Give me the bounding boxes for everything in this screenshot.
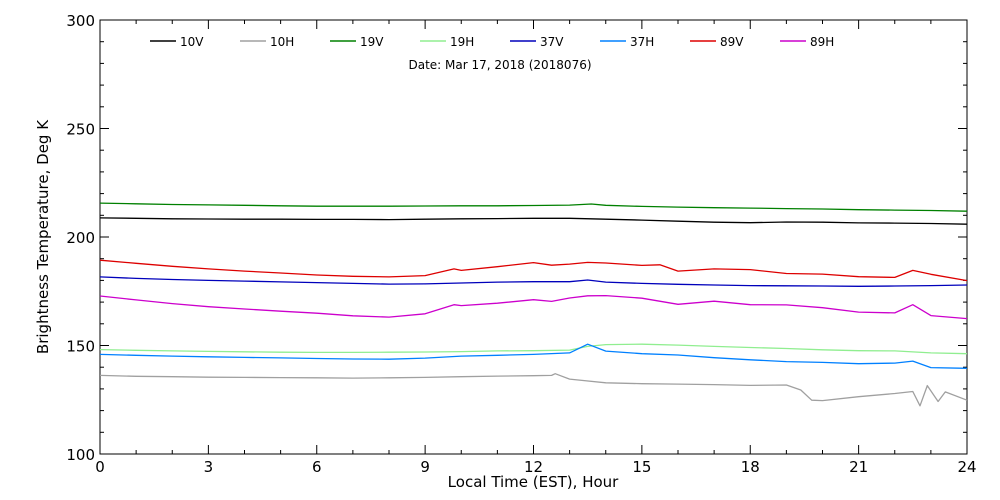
x-tick-label: 0	[95, 458, 105, 476]
series-line-37v	[99, 276, 968, 287]
x-tick-label: 9	[420, 458, 430, 476]
series-line-10v	[99, 217, 968, 225]
series-line-37h	[99, 343, 968, 369]
x-tick-label: 12	[524, 458, 543, 476]
x-tick-label: 21	[849, 458, 868, 476]
legend-label-19h: 19H	[450, 35, 474, 49]
y-tick-label: 300	[66, 12, 95, 30]
legend-label-10v: 10V	[180, 35, 204, 49]
axes: 0 3 6 9 12 15 18 21 24 100 150 200 250 300	[66, 12, 976, 476]
series-line-89h	[99, 294, 968, 320]
date-annotation: Date: Mar 17, 2018 (2018076)	[408, 58, 591, 72]
series-line-19h	[99, 343, 968, 355]
plot-frame	[99, 19, 968, 455]
y-tick-label: 150	[66, 338, 95, 356]
legend: 10V 10H 19V 19H 37V 37H 89V 89H	[150, 35, 834, 49]
x-tick-label: 3	[204, 458, 214, 476]
x-axis-title: Local Time (EST), Hour	[448, 473, 619, 491]
series-line-10h	[99, 373, 968, 407]
legend-label-37h: 37H	[630, 35, 654, 49]
legend-label-89v: 89V	[720, 35, 744, 49]
legend-label-19v: 19V	[360, 35, 384, 49]
series-line-19v	[99, 202, 968, 212]
y-tick-label: 200	[66, 229, 95, 247]
x-tick-label: 15	[632, 458, 651, 476]
x-tick-label: 6	[312, 458, 322, 476]
x-tick-label: 18	[741, 458, 760, 476]
y-tick-label: 100	[66, 446, 95, 464]
y-axis-title: Brightness Temperature, Deg K	[34, 119, 52, 354]
legend-label-10h: 10H	[270, 35, 294, 49]
series-lines	[99, 202, 968, 407]
x-tick-label: 24	[957, 458, 976, 476]
legend-label-89h: 89H	[810, 35, 834, 49]
y-tick-label: 250	[66, 121, 95, 139]
series-line-89v	[99, 259, 968, 282]
legend-label-37v: 37V	[540, 35, 564, 49]
